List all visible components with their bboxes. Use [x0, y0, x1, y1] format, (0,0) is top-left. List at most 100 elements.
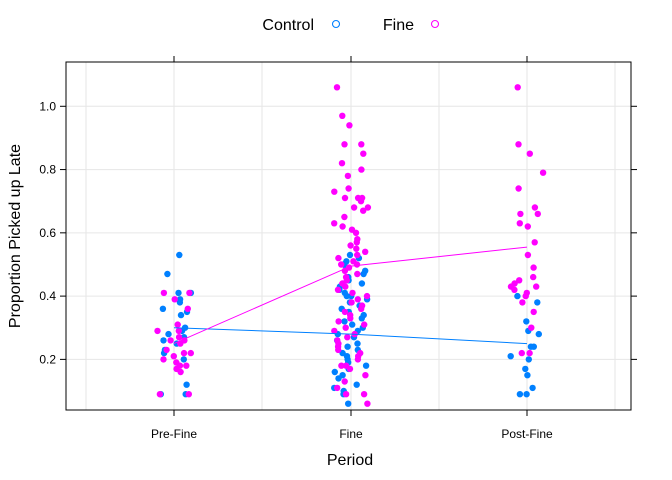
fine-point: [358, 141, 365, 148]
control-point: [331, 368, 338, 376]
fine-point: [354, 270, 361, 278]
control-point: [180, 356, 187, 363]
legend-marker-fine: [430, 19, 440, 29]
fine-point: [338, 362, 345, 369]
control-point: [335, 375, 342, 382]
control-point: [524, 372, 531, 379]
control-point: [529, 384, 536, 392]
fine-point: [185, 391, 192, 398]
fine-point: [534, 210, 541, 218]
control-point: [176, 299, 184, 306]
x-tick-label: Pre-Fine: [151, 427, 197, 441]
y-tick-label: 0.4: [39, 289, 56, 303]
control-point: [522, 365, 529, 373]
fine-point: [514, 84, 521, 91]
legend-label-control: Control: [262, 17, 314, 34]
fine-point: [334, 384, 341, 392]
fine-point: [353, 261, 361, 268]
fine-point: [341, 378, 348, 385]
y-tick-label: 1.0: [39, 99, 56, 113]
fine-point: [187, 349, 194, 357]
x-tick-label: Post-Fine: [501, 427, 553, 441]
fine-point: [334, 286, 342, 293]
fine-point: [354, 296, 361, 303]
control-point: [525, 356, 532, 363]
fine-point: [517, 210, 524, 218]
fine-point: [531, 204, 539, 211]
control-point: [358, 315, 365, 322]
fine-point: [186, 289, 193, 297]
control-point: [534, 299, 541, 306]
control-point: [354, 340, 361, 347]
control-point: [159, 305, 167, 312]
fine-point: [526, 150, 533, 157]
control-point: [523, 391, 530, 398]
control-point: [175, 289, 182, 297]
fine-point: [333, 84, 341, 91]
axes: 0.2 0.4 0.6 0.8 1.0 Pre-Fine Fine Post-Fine: [39, 56, 637, 441]
fine-point: [522, 292, 529, 300]
fine-point: [183, 362, 190, 369]
y-tick-label: 0.8: [39, 163, 56, 177]
control-point: [358, 280, 366, 287]
fine-point: [341, 213, 348, 221]
fine-point: [160, 356, 167, 363]
fine-point: [171, 296, 178, 303]
fine-point: [361, 321, 368, 328]
fine-point: [346, 365, 354, 373]
fine-point: [341, 308, 349, 316]
fine-point: [516, 277, 523, 284]
fine-point: [364, 400, 371, 407]
fine-point: [353, 245, 360, 252]
fine-point: [515, 141, 522, 148]
fine-point: [344, 172, 352, 180]
fine-point: [347, 315, 354, 322]
fine-point: [353, 239, 360, 246]
fine-point: [362, 372, 369, 379]
control-point: [360, 270, 367, 278]
fine-point: [515, 185, 522, 192]
y-tick-label: 0.2: [39, 352, 56, 366]
control-point: [165, 330, 172, 338]
control-point: [160, 337, 167, 344]
fine-point: [360, 150, 367, 157]
control-point: [341, 318, 348, 325]
fine-point: [364, 204, 372, 211]
fine-point: [530, 308, 537, 316]
fine-point: [174, 321, 181, 328]
fine-point: [331, 327, 338, 335]
fine-point: [177, 368, 184, 376]
fine-point: [344, 334, 351, 341]
fine-point: [524, 223, 531, 230]
control-point: [353, 381, 360, 388]
fine-point: [348, 299, 355, 306]
control-point: [535, 330, 542, 338]
fine-point: [358, 166, 365, 173]
control-point: [345, 400, 352, 407]
control-point: [514, 292, 521, 300]
control-point: [183, 381, 190, 388]
fine-point: [362, 248, 369, 255]
fine-point: [531, 239, 538, 246]
fine-point: [167, 337, 174, 344]
fine-point: [343, 277, 350, 284]
fine-point: [363, 292, 371, 300]
control-point: [343, 292, 350, 300]
control-point: [164, 270, 171, 278]
fine-point: [354, 251, 361, 259]
fine-point: [342, 283, 349, 290]
fine-point: [342, 391, 350, 398]
fine-point: [530, 264, 537, 271]
fine-point: [335, 318, 342, 325]
fine-point: [338, 261, 345, 268]
fine-point: [358, 305, 365, 312]
fine-mean-line: [173, 246, 528, 345]
fine-point: [335, 346, 342, 354]
fine-point: [347, 242, 354, 249]
fine-point: [528, 324, 535, 331]
x-tick-label: Fine: [339, 427, 363, 441]
fine-point: [341, 194, 349, 202]
y-tick-label: 0.6: [39, 226, 56, 240]
fine-point: [526, 349, 533, 357]
